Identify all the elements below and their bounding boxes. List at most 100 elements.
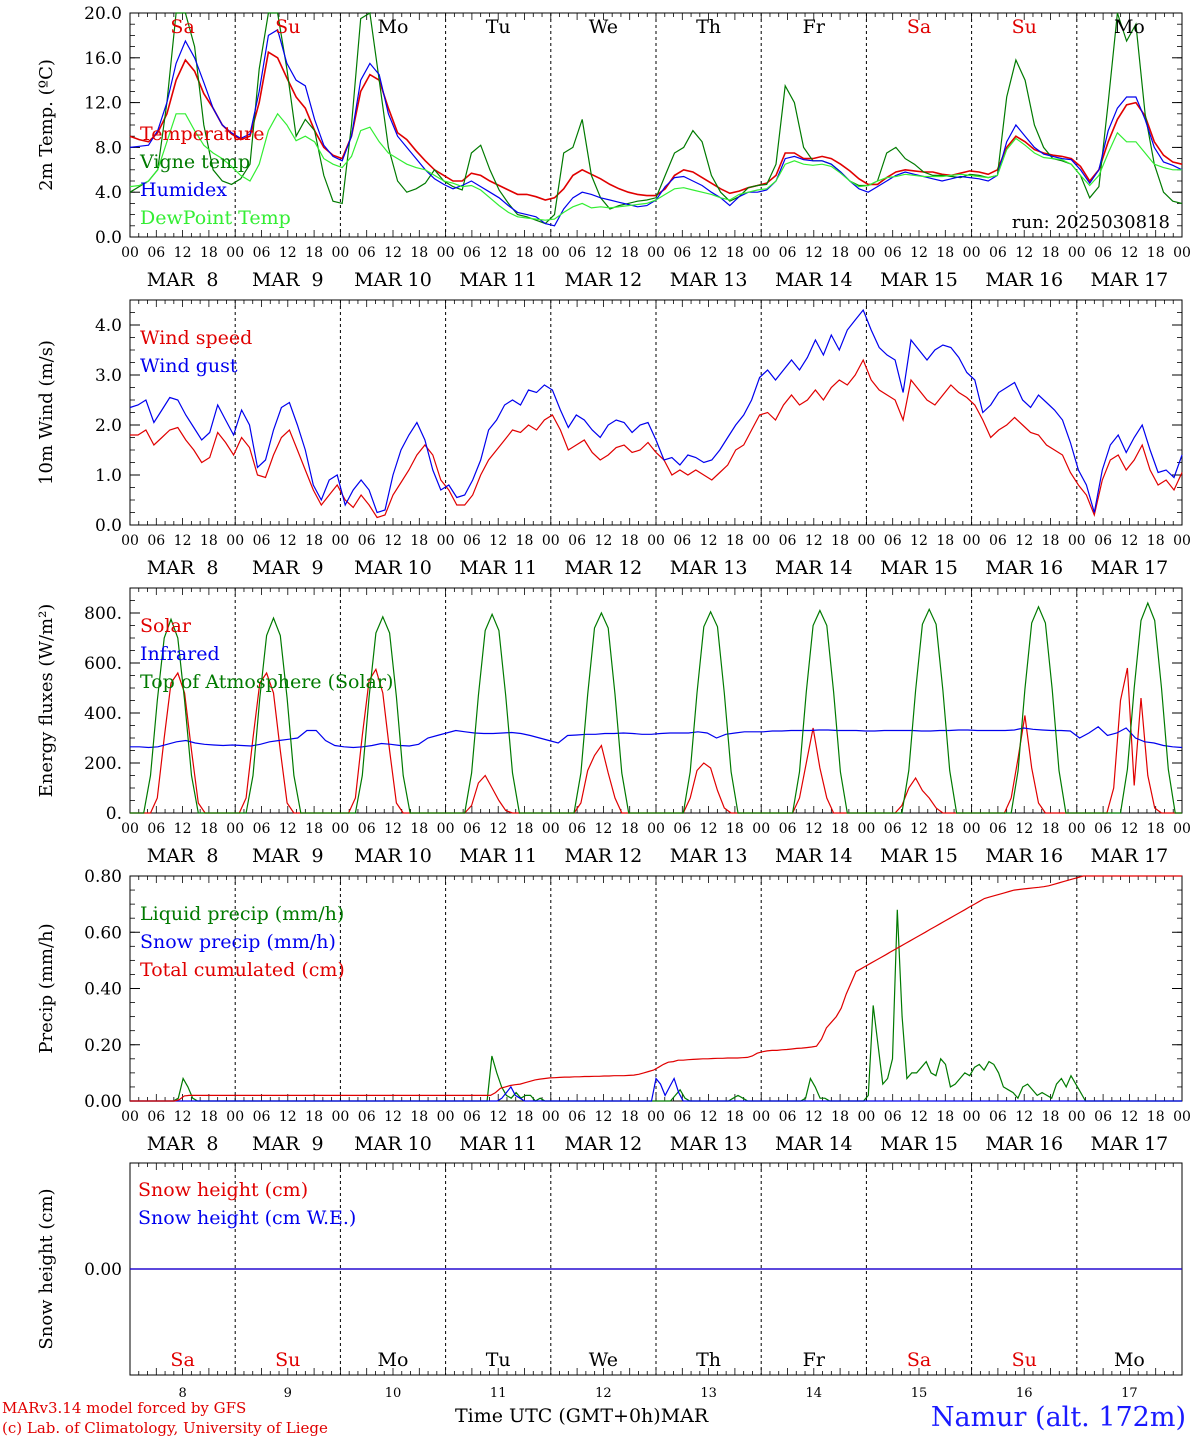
hour-tick-label: 18	[831, 533, 849, 549]
hour-tick-label: 18	[621, 245, 639, 261]
legend-entry: Infrared	[140, 643, 220, 665]
hour-tick-label: 12	[1015, 1109, 1033, 1125]
weekday-label: Su	[1012, 1349, 1037, 1371]
hour-tick-label: 18	[621, 1109, 639, 1125]
hour-tick-label: 12	[910, 245, 928, 261]
hour-tick-label: 00	[331, 821, 349, 837]
hour-tick-label: 12	[700, 245, 718, 261]
hour-tick-label: 00	[226, 1109, 244, 1125]
hour-tick-label: 06	[989, 533, 1007, 549]
y-tick-label: 0.80	[84, 867, 122, 887]
date-label: MAR 13	[670, 845, 748, 867]
hour-tick-label: 12	[805, 821, 823, 837]
date-label: MAR 14	[775, 269, 853, 291]
date-label: MAR 16	[985, 557, 1063, 579]
x-axis-month: MAR	[660, 1405, 709, 1427]
hour-tick-label: 18	[831, 1109, 849, 1125]
series-line-top-of-atmosphere-solar-	[130, 601, 1182, 814]
hour-tick-label: 18	[621, 821, 639, 837]
weekday-label: Su	[1012, 16, 1037, 38]
hour-tick-label: 00	[963, 533, 981, 549]
model-credit-line1: MARv3.14 model forced by GFS	[2, 1399, 247, 1417]
panel-1: 0.0 4.0 8.0 12.0 16.0 20.0 2m Temp. (ºC) Temper…	[36, 4, 1191, 291]
hour-tick-label: 18	[1042, 821, 1060, 837]
hour-tick-label: 00	[226, 245, 244, 261]
legend-entry: Wind gust	[140, 355, 238, 377]
date-label: MAR 10	[354, 845, 432, 867]
meteogram: 0.0 4.0 8.0 12.0 16.0 20.0 2m Temp. (ºC) Temper…	[36, 4, 1191, 1400]
hour-tick-label: 18	[936, 533, 954, 549]
hour-tick-label: 06	[779, 245, 797, 261]
hour-tick-label: 00	[1068, 1109, 1086, 1125]
hour-tick-label: 18	[621, 533, 639, 549]
date-label: MAR 10	[354, 1133, 432, 1155]
hour-tick-label: 18	[1147, 1109, 1165, 1125]
hour-tick-label: 18	[1147, 533, 1165, 549]
y-tick-label: 4.0	[95, 316, 122, 336]
hour-tick-label: 00	[752, 245, 770, 261]
hour-tick-label: 12	[489, 821, 507, 837]
hour-tick-label: 06	[253, 821, 271, 837]
hour-tick-label: 12	[489, 245, 507, 261]
date-label: MAR 17	[1091, 557, 1169, 579]
y-tick-label: 0.00	[84, 1092, 122, 1112]
hour-tick-label: 12	[700, 533, 718, 549]
hour-tick-label: 06	[989, 245, 1007, 261]
hour-tick-label: 06	[884, 821, 902, 837]
legend-entry: Liquid precip (mm/h)	[140, 903, 344, 925]
hour-tick-label: 00	[226, 821, 244, 837]
hour-tick-label: 18	[410, 533, 428, 549]
hour-tick-label: 18	[410, 821, 428, 837]
y-tick-label: 20.0	[84, 4, 122, 24]
y-tick-label: 0.0	[95, 228, 122, 248]
series-line-vigne-temp	[129, 12, 1183, 225]
legend-entry: Temperature	[140, 123, 264, 145]
legend-entry: Wind speed	[140, 327, 252, 349]
hour-tick-label: 06	[779, 533, 797, 549]
hour-tick-label: 06	[147, 821, 165, 837]
hour-tick-label: 12	[594, 1109, 612, 1125]
weekday-label: Sa	[907, 1349, 931, 1371]
day-number-label: 11	[490, 1386, 507, 1400]
hour-tick-label: 12	[594, 821, 612, 837]
hour-tick-label: 00	[647, 533, 665, 549]
series-line-snow-precip-mm-h-	[130, 1076, 1182, 1102]
hour-tick-label: 06	[673, 1109, 691, 1125]
y-tick-label: 600.	[84, 654, 122, 674]
hour-tick-label: 18	[1042, 1109, 1060, 1125]
hour-tick-label: 06	[463, 821, 481, 837]
hour-tick-label: 12	[594, 245, 612, 261]
legend-entry: Snow precip (mm/h)	[140, 931, 336, 953]
legend-entry: Humidex	[140, 179, 227, 201]
hour-tick-label: 18	[305, 245, 323, 261]
hour-tick-label: 06	[568, 821, 586, 837]
hour-tick-label: 00	[331, 1109, 349, 1125]
weekday-label: Th	[696, 16, 721, 38]
date-label: MAR 16	[985, 845, 1063, 867]
hour-tick-label: 12	[384, 533, 402, 549]
hour-tick-label: 00	[226, 533, 244, 549]
hour-tick-label: 00	[752, 533, 770, 549]
date-label: MAR 15	[880, 557, 958, 579]
hour-tick-label: 18	[305, 533, 323, 549]
hour-tick-label: 12	[174, 533, 192, 549]
hour-tick-label: 00	[1068, 245, 1086, 261]
day-number-label: 8	[178, 1386, 186, 1400]
date-label: MAR 12	[565, 269, 643, 291]
hour-tick-label: 00	[437, 821, 455, 837]
y-tick-label: 8.0	[95, 138, 122, 158]
hour-tick-label: 00	[121, 1109, 139, 1125]
hour-tick-label: 00	[647, 245, 665, 261]
hour-tick-label: 12	[384, 245, 402, 261]
station-label: Namur (alt. 172m)	[930, 1402, 1186, 1433]
day-number-label: 16	[1016, 1386, 1033, 1400]
hour-tick-label: 06	[253, 533, 271, 549]
hour-tick-label: 06	[147, 533, 165, 549]
hour-tick-label: 18	[305, 1109, 323, 1125]
date-label: MAR 11	[459, 1133, 537, 1155]
legend-entry: Snow height (cm)	[138, 1179, 308, 1201]
hour-tick-label: 06	[463, 245, 481, 261]
y-tick-label: 12.0	[84, 94, 122, 114]
hour-tick-label: 18	[726, 533, 744, 549]
hour-tick-label: 18	[1042, 533, 1060, 549]
